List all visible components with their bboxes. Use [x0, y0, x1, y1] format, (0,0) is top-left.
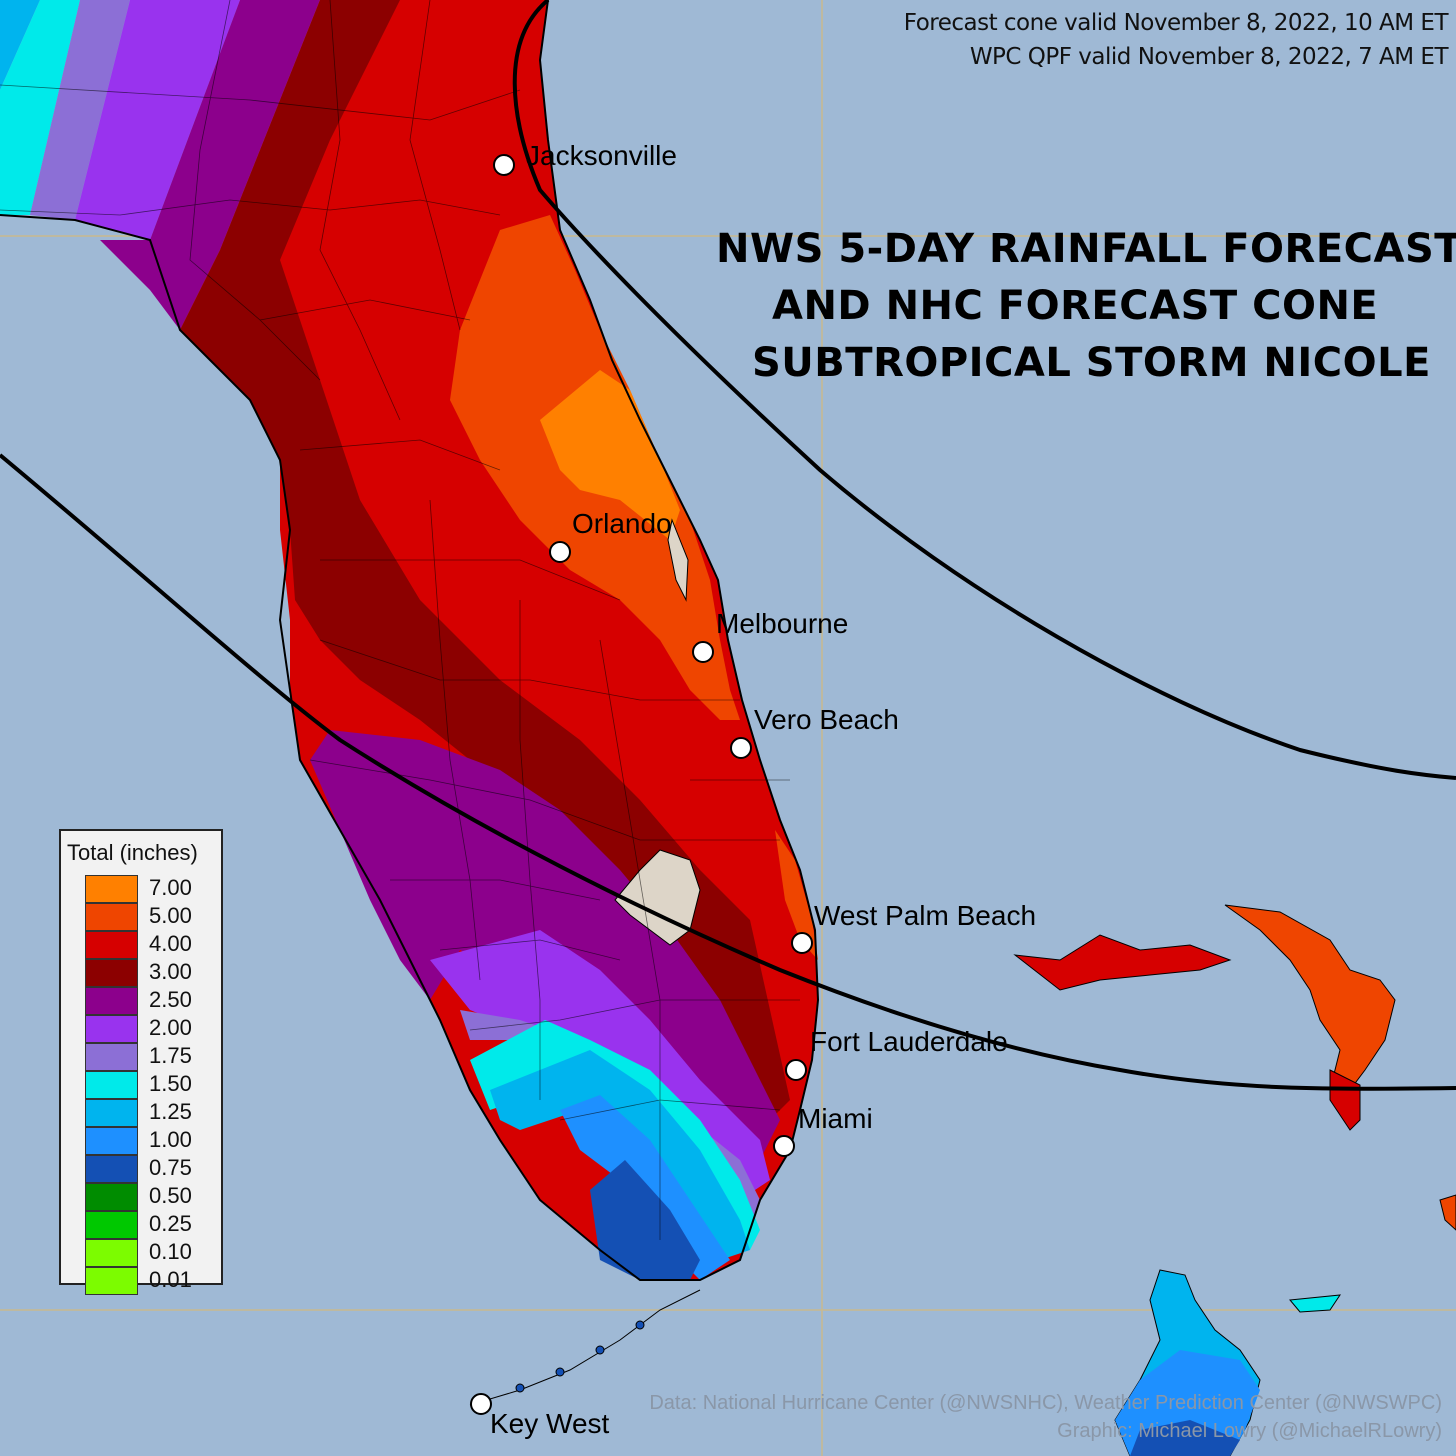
- legend-value: 0.50: [149, 1183, 192, 1208]
- city-marker-fort-lauderdale: [785, 1059, 807, 1081]
- county-lines: [0, 0, 800, 1240]
- band-0-75: [590, 1160, 700, 1280]
- andros-southern-tip: [1130, 1420, 1240, 1456]
- legend-value: 2.00: [149, 1015, 192, 1040]
- legend-row: 0.75: [85, 1155, 215, 1183]
- legend-value: 0.25: [149, 1211, 192, 1236]
- city-marker-orlando: [549, 541, 571, 563]
- legend-swatch: [85, 959, 138, 987]
- legend-row: 7.00: [85, 875, 215, 903]
- eleuthera: [1439, 1194, 1456, 1231]
- city-marker-jacksonville: [493, 154, 515, 176]
- legend-swatch: [85, 931, 138, 959]
- legend-row: 0.50: [85, 1183, 215, 1211]
- legend-swatch: [85, 1155, 138, 1183]
- legend-value: 5.00: [149, 903, 192, 928]
- band-7-00: [540, 370, 680, 540]
- rainfall-legend: Total (inches) 7.00 5.00 4.00 3.00 2.50 2.00 1…: [59, 829, 223, 1295]
- data-credit: Data: National Hurricane Center (@NWSNHC…: [649, 1392, 1442, 1414]
- legend-swatch: [85, 1183, 138, 1211]
- legend-swatch: [85, 1239, 138, 1267]
- title-line-1: NWS 5-DAY RAINFALL FORECAST: [716, 226, 1456, 272]
- forecast-cone: [0, 0, 1456, 1091]
- legend-swatch: [85, 1211, 138, 1239]
- panhandle-rainfall: [0, 0, 320, 330]
- title-line-3: SUBTROPICAL STORM NICOLE: [752, 340, 1431, 386]
- legend-row: 1.75: [85, 1043, 215, 1071]
- legend-swatch: [85, 1043, 138, 1071]
- legend-value: 1.00: [149, 1127, 192, 1152]
- city-marker-key-west: [470, 1393, 492, 1415]
- city-marker-miami: [773, 1135, 795, 1157]
- abaco-south: [1329, 1069, 1361, 1131]
- legend-row: 1.25: [85, 1099, 215, 1127]
- legend-row: 0.25: [85, 1211, 215, 1239]
- legend-row: 2.50: [85, 987, 215, 1015]
- legend-value: 3.00: [149, 959, 192, 984]
- legend-value: 0.75: [149, 1155, 192, 1180]
- legend-value: 1.25: [149, 1099, 192, 1124]
- city-label-melbourne: Melbourne: [716, 608, 849, 639]
- grand-bahama: [1013, 934, 1232, 991]
- legend-value: 1.75: [149, 1043, 192, 1068]
- legend-swatch: [85, 875, 138, 903]
- city-label-fort-lauderdale: Fort Lauderdale: [810, 1026, 1008, 1057]
- legend-swatch: [85, 987, 138, 1015]
- legend-row: 3.00: [85, 959, 215, 987]
- cone-validity: Forecast cone valid November 8, 2022, 10…: [903, 10, 1449, 36]
- band-1-75: [460, 1010, 760, 1230]
- legend-row: 4.00: [85, 931, 215, 959]
- new-providence: [1289, 1294, 1342, 1313]
- barrier-island: [667, 518, 689, 602]
- city-label-vero-beach: Vero Beach: [754, 704, 899, 735]
- legend-value: 4.00: [149, 931, 192, 956]
- legend-row: 0.01: [85, 1267, 215, 1295]
- legend-value: 2.50: [149, 987, 192, 1012]
- legend-value: 7.00: [149, 875, 192, 900]
- legend-swatch: [85, 1071, 138, 1099]
- lake-okeechobee: [614, 849, 701, 946]
- city-label-key-west: Key West: [490, 1408, 610, 1439]
- city-marker-west-palm-beach: [791, 932, 813, 954]
- legend-row: 1.50: [85, 1071, 215, 1099]
- city-label-orlando: Orlando: [572, 508, 672, 539]
- city-marker-vero-beach: [730, 737, 752, 759]
- legend-row: 1.00: [85, 1127, 215, 1155]
- legend-value: 0.10: [149, 1239, 192, 1264]
- legend-swatch: [85, 903, 138, 931]
- legend-title: Total (inches): [67, 840, 198, 865]
- graphic-credit: Graphic: Michael Lowry (@MichaelRLowry): [1057, 1420, 1442, 1442]
- legend-value: 1.50: [149, 1071, 192, 1096]
- legend-swatch: [85, 1015, 138, 1043]
- title-line-2: AND NHC FORECAST CONE: [772, 283, 1379, 329]
- legend-swatch: [85, 1099, 138, 1127]
- legend-row: 5.00: [85, 903, 215, 931]
- city-marker-melbourne: [692, 641, 714, 663]
- legend-row: 0.10: [85, 1239, 215, 1267]
- coastline: [0, 0, 820, 1281]
- band-3-00: [180, 0, 790, 1120]
- florida-keys: [469, 1289, 701, 1406]
- band-5-00-palm: [775, 830, 818, 960]
- legend-value: 0.01: [149, 1267, 192, 1292]
- legend-row: 2.00: [85, 1015, 215, 1043]
- city-label-jacksonville: Jacksonville: [526, 140, 677, 171]
- legend-swatch: [85, 1127, 138, 1155]
- legend-swatch: [85, 1267, 138, 1295]
- city-label-west-palm-beach: West Palm Beach: [814, 900, 1037, 931]
- city-label-miami: Miami: [798, 1103, 873, 1134]
- qpf-validity: WPC QPF valid November 8, 2022, 7 AM ET: [969, 44, 1449, 70]
